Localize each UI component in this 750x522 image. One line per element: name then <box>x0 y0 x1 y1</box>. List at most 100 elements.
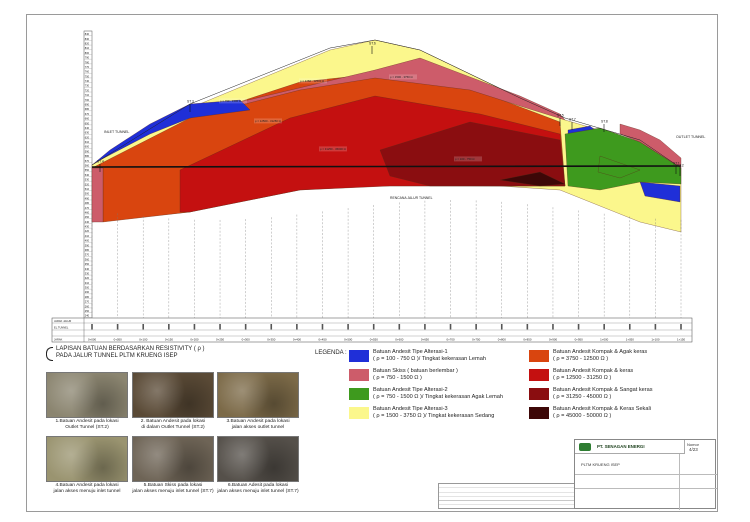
elevation-label: 490 <box>85 196 90 200</box>
elevation-label: 580 <box>85 154 90 158</box>
chainage-label: 0+600 <box>395 338 404 342</box>
chainage-label: 0+900 <box>549 338 558 342</box>
elevation-label: 660 <box>85 117 90 121</box>
title-line-1: LAPISAN BATUAN BERDASARKAN RESISTIVITY (… <box>56 346 205 352</box>
station-label: ST.7 <box>569 118 576 122</box>
rock-photo <box>132 372 214 418</box>
elevation-cell-mark <box>398 324 401 330</box>
elevation-label: 280 <box>85 295 90 299</box>
resistivity-tag-bg <box>254 118 282 124</box>
chainage-label: 0+750 <box>472 338 481 342</box>
rock-layer-pink <box>91 167 104 223</box>
tunnel-route-line <box>91 165 682 168</box>
elevation-label: 820 <box>85 41 90 45</box>
elevation-label: 710 <box>85 93 90 97</box>
table-row-label: EL.TUNNEL <box>54 326 69 330</box>
legend-label: Batuan Andesit Tipe Alterasi-1 ( ρ = 100… <box>373 349 486 362</box>
elevation-label: 350 <box>85 262 90 266</box>
table-row-label: JARAK <box>54 338 63 342</box>
legend-swatch <box>349 388 369 400</box>
resistivity-tag-bg <box>454 156 482 162</box>
legend-swatch <box>349 350 369 362</box>
rock-layer-darkred <box>379 121 566 187</box>
elevation-label: 720 <box>85 88 90 92</box>
legend-label: Batuan Andesit Kompak & Agak keras ( ρ =… <box>553 349 648 362</box>
station-label: ST.8 <box>601 120 608 124</box>
elevation-label: 540 <box>85 173 90 177</box>
station-label: ST.1 <box>673 162 680 166</box>
legend-swatch <box>529 407 549 419</box>
elevation-cell-mark <box>116 324 119 330</box>
title-line-2: PADA JALUR TUNNEL PLTM KRUENG ISEP <box>56 353 178 359</box>
rock-photo <box>217 372 299 418</box>
elevation-label: 730 <box>85 84 90 88</box>
company-logo-icon <box>579 443 591 451</box>
resistivity-tag: ρ = 31250 - 45000 Ω <box>320 147 346 151</box>
legend-swatch <box>529 388 549 400</box>
elevation-label: 780 <box>85 60 90 64</box>
rock-layer-pink <box>189 57 566 121</box>
rock-photo <box>217 436 299 482</box>
elevation-label: 370 <box>85 253 90 257</box>
elevation-label: 250 <box>85 309 90 313</box>
photo-caption: 2. Batuan Andesit pada lokasi di dalam O… <box>140 419 206 430</box>
elevation-cell-mark <box>552 324 554 330</box>
elevation-cell-mark <box>577 324 580 330</box>
legend-label: Batuan Andesit Tipe Alterasi-2 ( ρ = 750… <box>373 387 504 400</box>
elevation-label: 630 <box>85 131 90 135</box>
elevation-label: 440 <box>85 220 90 224</box>
elevation-label: 600 <box>85 145 90 149</box>
elevation-label: 460 <box>85 210 90 214</box>
chainage-label: 0+500 <box>344 338 353 342</box>
elevation-label: 270 <box>85 300 90 304</box>
elevation-label: 740 <box>85 79 90 83</box>
elevation-label: 450 <box>85 215 90 219</box>
elevation-cell-mark <box>424 324 426 330</box>
station-label: ST.5 <box>557 114 564 118</box>
station-label: ST.4 <box>97 160 104 164</box>
elevation-label: 620 <box>85 135 90 139</box>
chainage-label: 0+150 <box>165 338 174 342</box>
elevation-label: 790 <box>85 56 90 60</box>
chainage-table: JARAK JALUR EL.TUNNEL JARAK 0+000 0+050 0+100… <box>51 317 693 343</box>
elevation-label: 650 <box>85 121 90 125</box>
elevation-label: 400 <box>85 239 90 243</box>
legend-label: Batuan Skiss ( batuan berlembar ) ( ρ = … <box>373 368 458 381</box>
elevation-label: 390 <box>85 243 90 247</box>
elevation-cell-mark <box>219 324 221 330</box>
project-name: PLTM KRUENG ISEP <box>581 462 620 467</box>
chainage-label: 0+550 <box>370 338 379 342</box>
elevation-label: 770 <box>85 65 90 69</box>
inlet-label: INLET TUNNEL <box>104 130 129 134</box>
elevation-label: 680 <box>85 107 90 111</box>
resistivity-tag: ρ = 12500 - 31250 Ω <box>255 119 281 123</box>
chainage-label: 0+400 <box>293 338 302 342</box>
elevation-label: 640 <box>85 126 90 130</box>
chainage-label: 0+450 <box>318 338 327 342</box>
elevation-label: 430 <box>85 225 90 229</box>
elevation-label: 570 <box>85 159 90 163</box>
elevation-cell-mark <box>244 324 247 330</box>
elevation-label: 500 <box>85 192 90 196</box>
elevation-label: 510 <box>85 187 90 191</box>
chainage-dashes <box>91 200 682 318</box>
elevation-label: 240 <box>85 314 90 318</box>
resistivity-tag-bg <box>389 74 417 80</box>
elevation-label: 420 <box>85 229 90 233</box>
chainage-label: 0+850 <box>523 338 532 342</box>
legend-swatch <box>349 407 369 419</box>
company-box: PT. SENAGAN ENERGI <box>575 440 685 454</box>
legend-swatch <box>349 369 369 381</box>
elevation-cell-mark <box>628 324 631 330</box>
elevation-label: 690 <box>85 102 90 106</box>
chainage-label: 0+200 <box>190 338 199 342</box>
elevation-label: 700 <box>85 98 90 102</box>
rock-photo <box>132 436 214 482</box>
elevation-cell-mark <box>500 324 503 330</box>
elevation-label: 300 <box>85 286 90 290</box>
station-label: ST.3 <box>187 100 194 104</box>
station-label: ST.6 <box>369 42 376 46</box>
legend-swatch <box>529 369 549 381</box>
legend-label: Batuan Andesit Tipe Alterasi-3 ( ρ = 150… <box>373 406 495 419</box>
elevation-label: 560 <box>85 164 90 168</box>
